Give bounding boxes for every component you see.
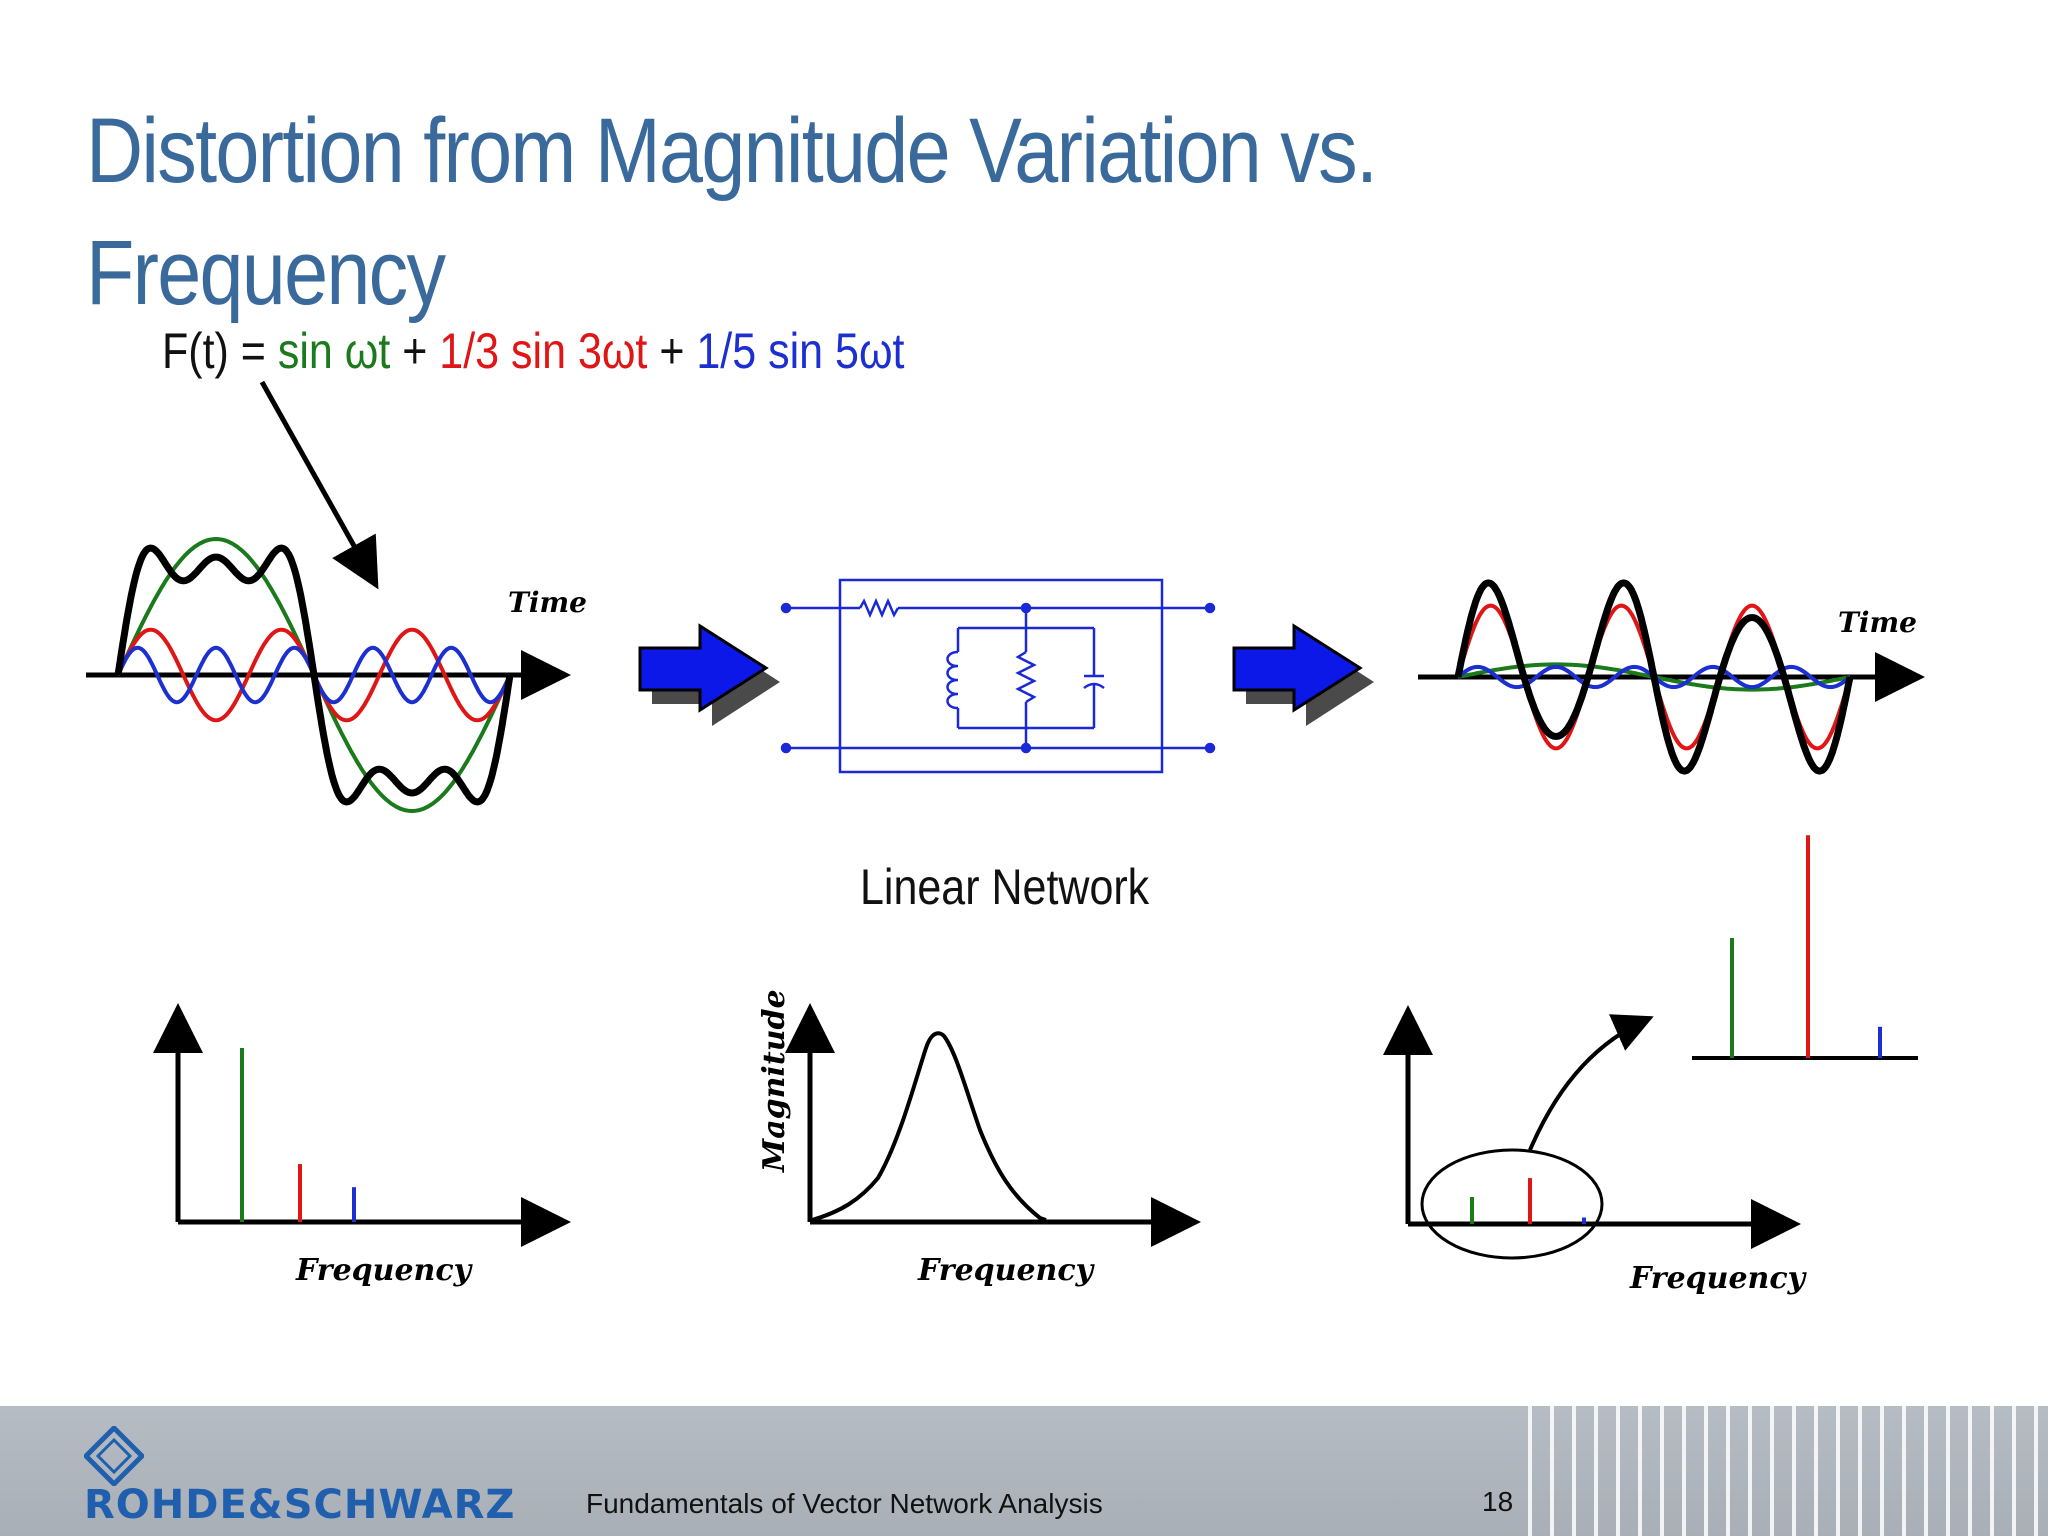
frequency-label-left: Frequency — [295, 1253, 474, 1288]
zoom-arrow — [1528, 1014, 1654, 1151]
formula-plus-2: + — [647, 323, 697, 379]
formula-pointer-arrow — [259, 380, 379, 590]
series-resistor — [858, 597, 900, 619]
shunt-inductor — [946, 650, 959, 710]
frequency-label-middle: Frequency — [917, 1253, 1096, 1288]
linear-network-schematic — [780, 578, 1216, 774]
page-number: 18 — [1482, 1486, 1514, 1517]
footer-title: Fundamentals of Vector Network Analysis — [586, 1488, 1103, 1519]
distortion-diagram: Time — [86, 380, 1925, 1296]
input-time-plot: Time — [86, 536, 587, 814]
time-label-right: Time — [1838, 606, 1917, 639]
shunt-resistor — [1015, 650, 1037, 704]
zoom-ellipse — [1420, 1148, 1604, 1260]
title-line-1: Distortion from Magnitude Variation vs. — [86, 100, 1378, 202]
brand-logo-text: ROHDE&SCHWARZ — [84, 1482, 516, 1528]
magnitude-curve — [811, 1031, 1047, 1222]
input-composite-wave — [114, 544, 514, 806]
signal-flow-arrow-1 — [638, 623, 780, 726]
network-magnitude-response: Magnitude Frequency — [757, 989, 1201, 1288]
input-spectrum: Frequency — [153, 1003, 571, 1288]
slide-footer: ROHDE&SCHWARZ Fundamentals of Vector Net… — [0, 1406, 2048, 1536]
output-composite-wave — [1454, 579, 1854, 775]
magnitude-axis-label: Magnitude — [757, 989, 792, 1173]
title-line-2: Frequency — [86, 222, 446, 324]
formula-prefix: F(t) = — [162, 323, 278, 379]
output-spectrum: Frequency — [1383, 835, 1918, 1296]
time-label-left: Time — [508, 586, 587, 619]
page-title: Distortion from Magnitude Variation vs. … — [86, 90, 1548, 334]
formula-term-fifth: 1/5 sin 5ωt — [696, 323, 905, 379]
frequency-label-right: Frequency — [1629, 1261, 1808, 1296]
output-time-plot: Time — [1418, 579, 1925, 775]
signal-flow-arrow-2 — [1232, 623, 1374, 726]
formula-term-fundamental: sin ωt — [277, 323, 391, 379]
fourier-formula: F(t) = sin ωt + 1/3 sin 3ωt + 1/5 sin 5ω… — [162, 322, 904, 380]
network-box — [838, 578, 1164, 774]
rohde-schwarz-logo-icon — [84, 1426, 144, 1486]
formula-plus-1: + — [390, 323, 440, 379]
linear-network-caption: Linear Network — [860, 859, 1150, 915]
footer-stripes — [1528, 1406, 2048, 1536]
formula-term-third: 1/3 sin 3ωt — [439, 323, 648, 379]
